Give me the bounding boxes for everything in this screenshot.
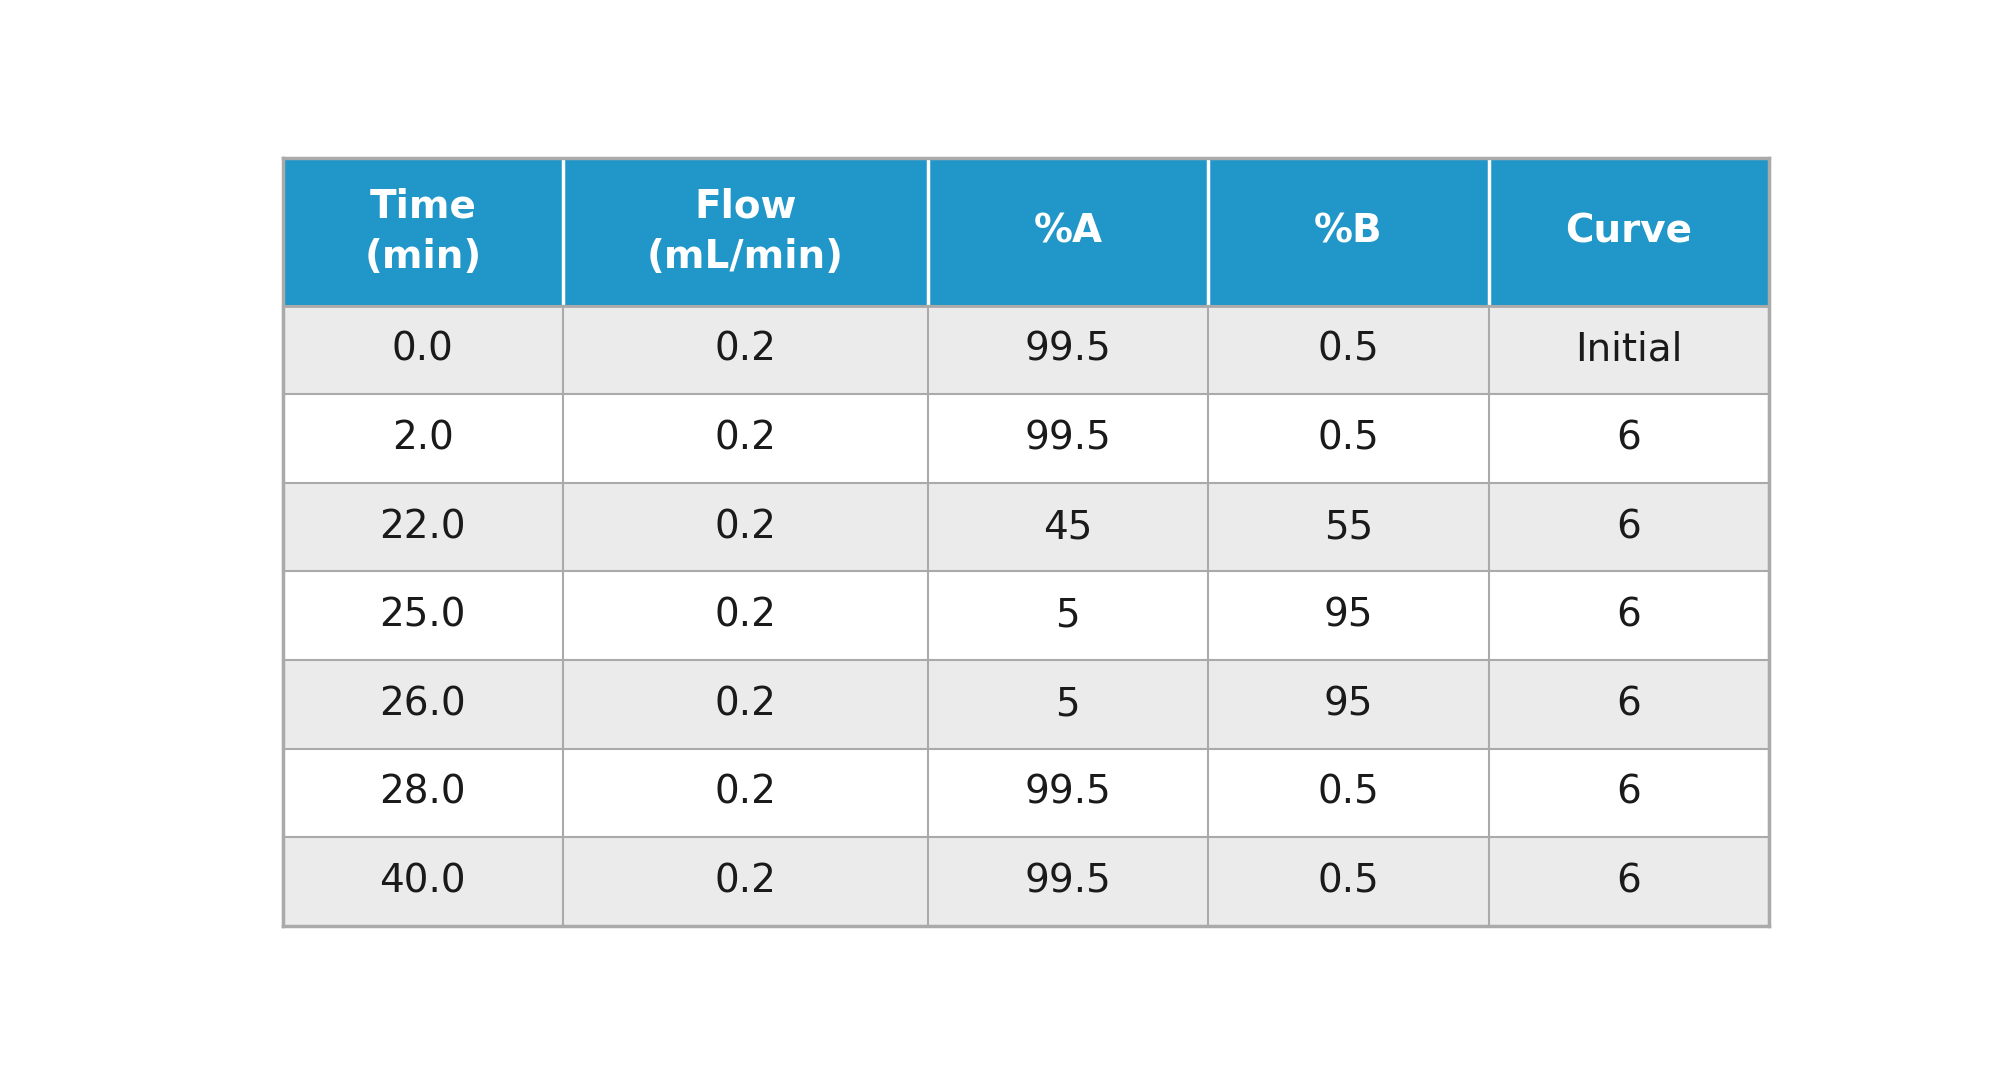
Bar [1208,394,1488,483]
Text: 99.5: 99.5 [1024,863,1112,900]
Bar [282,837,564,926]
Bar [282,572,564,660]
Bar [1488,394,1770,483]
Bar [564,572,928,660]
Text: 0.2: 0.2 [714,774,776,812]
Text: 6: 6 [1616,597,1642,635]
Text: 6: 6 [1616,863,1642,900]
Bar [564,394,928,483]
Text: 0.5: 0.5 [1318,774,1380,812]
Text: 99.5: 99.5 [1024,330,1112,369]
Bar [1488,158,1770,306]
Bar [282,483,564,572]
Text: 0.2: 0.2 [714,509,776,546]
Bar [282,158,564,306]
Bar [928,749,1208,837]
Bar [1208,749,1488,837]
Bar [1488,660,1770,749]
Bar [1208,306,1488,394]
Bar [928,158,1208,306]
Text: 25.0: 25.0 [380,597,466,635]
Bar [282,306,564,394]
Bar [564,158,928,306]
Bar [928,660,1208,749]
Bar [564,749,928,837]
Text: Curve: Curve [1566,212,1692,251]
Text: 6: 6 [1616,509,1642,546]
Bar [1488,483,1770,572]
Text: 0.0: 0.0 [392,330,454,369]
Text: 40.0: 40.0 [380,863,466,900]
Bar [1488,306,1770,394]
Text: 6: 6 [1616,774,1642,812]
Bar [928,306,1208,394]
Text: 0.2: 0.2 [714,597,776,635]
Bar [928,837,1208,926]
Text: 45: 45 [1044,509,1092,546]
Bar [1208,483,1488,572]
Bar [282,660,564,749]
Text: 0.2: 0.2 [714,330,776,369]
Bar [928,483,1208,572]
Text: 6: 6 [1616,686,1642,723]
Text: 95: 95 [1324,686,1374,723]
Text: 95: 95 [1324,597,1374,635]
Text: 0.5: 0.5 [1318,863,1380,900]
Bar [1208,572,1488,660]
Text: Time
(min): Time (min) [364,188,482,276]
Text: 6: 6 [1616,420,1642,457]
Bar [1488,837,1770,926]
Text: 28.0: 28.0 [380,774,466,812]
Text: Initial: Initial [1576,330,1682,369]
Text: 5: 5 [1056,686,1080,723]
Text: 5: 5 [1056,597,1080,635]
Bar [928,394,1208,483]
Text: 22.0: 22.0 [380,509,466,546]
Bar [1488,749,1770,837]
Bar [1488,572,1770,660]
Bar [1208,660,1488,749]
Bar [564,306,928,394]
Text: 2.0: 2.0 [392,420,454,457]
Bar [1208,837,1488,926]
Bar [564,660,928,749]
Bar [282,394,564,483]
Bar [564,483,928,572]
Text: 26.0: 26.0 [380,686,466,723]
Text: 0.5: 0.5 [1318,420,1380,457]
Text: %B: %B [1314,212,1382,251]
Text: 99.5: 99.5 [1024,420,1112,457]
Bar [282,749,564,837]
Text: %A: %A [1034,212,1102,251]
Text: 0.5: 0.5 [1318,330,1380,369]
Bar [1208,158,1488,306]
Text: 0.2: 0.2 [714,863,776,900]
Text: Flow
(mL/min): Flow (mL/min) [646,188,844,276]
Text: 0.2: 0.2 [714,686,776,723]
Text: 55: 55 [1324,509,1372,546]
Text: 0.2: 0.2 [714,420,776,457]
Bar [928,572,1208,660]
Bar [564,837,928,926]
Text: 99.5: 99.5 [1024,774,1112,812]
